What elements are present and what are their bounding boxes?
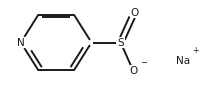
Text: −: − <box>140 58 147 67</box>
Text: S: S <box>117 37 124 48</box>
Text: O: O <box>130 8 138 18</box>
Text: O: O <box>129 66 137 76</box>
Text: N: N <box>17 37 25 48</box>
Text: +: + <box>192 46 199 55</box>
Text: Na: Na <box>176 56 190 66</box>
